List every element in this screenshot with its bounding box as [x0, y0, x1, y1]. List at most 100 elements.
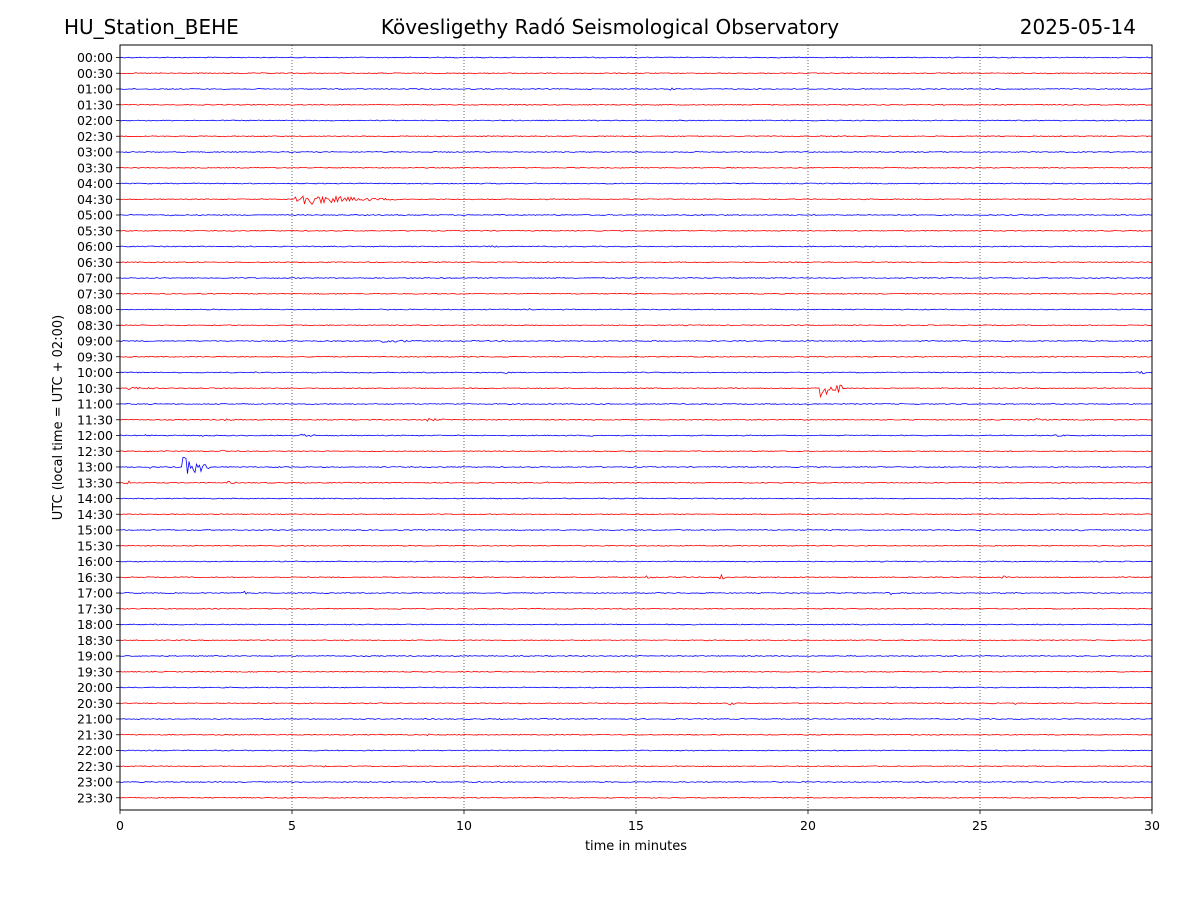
x-tick-label: 10 — [456, 818, 472, 833]
y-tick-label: 21:30 — [77, 727, 113, 742]
y-tick-label: 19:30 — [77, 664, 113, 679]
seismic-trace — [119, 135, 1153, 138]
seismic-trace — [119, 449, 1153, 453]
y-tick-label: 10:00 — [77, 365, 113, 380]
y-tick-label: 08:30 — [77, 318, 113, 333]
seismic-trace — [119, 480, 1153, 485]
seismic-trace — [119, 245, 1153, 248]
y-tick-label: 22:30 — [77, 759, 113, 774]
y-tick-label: 18:00 — [77, 617, 113, 632]
x-tick-label: 25 — [972, 818, 988, 833]
seismic-trace — [119, 72, 1153, 75]
seismic-trace — [119, 686, 1153, 689]
seismic-trace — [119, 229, 1153, 232]
seismic-trace — [119, 670, 1153, 673]
seismic-trace — [119, 384, 1153, 399]
y-tick-label: 02:30 — [77, 129, 113, 144]
y-tick-label: 03:00 — [77, 145, 113, 160]
seismic-trace — [119, 433, 1153, 437]
x-axis-label: time in minutes — [585, 839, 687, 854]
station-name: HU_Station_BEHE — [64, 15, 239, 39]
seismic-trace — [119, 119, 1153, 122]
y-tick-label: 04:00 — [77, 176, 113, 191]
y-tick-label: 09:30 — [77, 349, 113, 364]
y-tick-label: 05:00 — [77, 208, 113, 223]
date-label: 2025-05-14 — [1019, 15, 1136, 39]
seismic-trace — [119, 87, 1153, 91]
y-tick-label: 20:00 — [77, 680, 113, 695]
y-tick-label: 21:00 — [77, 712, 113, 727]
seismic-trace — [119, 718, 1153, 720]
seismic-trace — [119, 56, 1153, 59]
seismic-trace — [119, 456, 1153, 474]
seismic-trace — [119, 339, 1153, 343]
seismic-trace — [119, 573, 1153, 580]
seismic-trace — [119, 324, 1153, 327]
y-tick-label: 10:30 — [77, 381, 113, 396]
seismic-trace — [119, 355, 1153, 358]
seismic-trace — [119, 544, 1153, 547]
y-tick-label: 17:00 — [77, 586, 113, 601]
x-tick-label: 5 — [288, 818, 296, 833]
y-tick-label: 07:00 — [77, 271, 113, 286]
x-tick-label: 0 — [116, 818, 124, 833]
seismic-trace — [119, 213, 1153, 217]
y-tick-label: 06:00 — [77, 239, 113, 254]
y-tick-label: 01:00 — [77, 82, 113, 97]
seismic-trace — [119, 765, 1153, 768]
seismic-trace — [119, 655, 1153, 657]
y-tick-label: 22:00 — [77, 743, 113, 758]
y-tick-label: 13:00 — [77, 460, 113, 475]
y-tick-label: 12:00 — [77, 428, 113, 443]
seismic-traces — [119, 56, 1153, 799]
seismic-trace — [119, 639, 1153, 642]
grid-lines — [291, 45, 981, 810]
y-tick-label: 13:30 — [77, 475, 113, 490]
y-tick-label: 08:00 — [77, 302, 113, 317]
y-tick-label: 07:30 — [77, 286, 113, 301]
seismic-trace — [119, 166, 1153, 169]
seismic-trace — [119, 781, 1153, 783]
y-tick-label: 23:00 — [77, 775, 113, 790]
x-tick-label: 30 — [1144, 818, 1160, 833]
y-tick-label: 01:30 — [77, 97, 113, 112]
seismic-trace — [119, 370, 1153, 375]
seismic-trace — [119, 623, 1153, 626]
seismic-trace — [119, 103, 1153, 106]
seismic-trace — [119, 292, 1153, 295]
y-tick-label: 09:00 — [77, 334, 113, 349]
seismic-trace — [119, 513, 1153, 516]
y-tick-label: 00:30 — [77, 66, 113, 81]
y-tick-label: 15:30 — [77, 538, 113, 553]
y-tick-label: 18:30 — [77, 633, 113, 648]
x-tick-label: 15 — [628, 818, 644, 833]
seismic-trace — [119, 403, 1153, 405]
seismic-trace — [119, 261, 1153, 264]
seismic-trace — [119, 308, 1153, 311]
y-tick-label: 02:00 — [77, 113, 113, 128]
y-tick-label: 14:00 — [77, 491, 113, 506]
y-tick-label: 03:30 — [77, 160, 113, 175]
seismic-trace — [119, 590, 1153, 596]
y-tick-label: 11:00 — [77, 397, 113, 412]
seismic-trace — [119, 607, 1153, 610]
seismic-trace — [119, 702, 1153, 706]
y-tick-label: 12:30 — [77, 444, 113, 459]
y-tick-label: 15:00 — [77, 523, 113, 538]
y-tick-label: 05:30 — [77, 223, 113, 238]
y-tick-label: 20:30 — [77, 696, 113, 711]
y-tick-label: 14:30 — [77, 507, 113, 522]
seismic-trace — [119, 796, 1153, 799]
seismic-trace — [119, 277, 1153, 279]
axes: 00:0000:3001:0001:3002:0002:3003:0003:30… — [51, 44, 1160, 854]
seismic-trace — [119, 497, 1153, 500]
seismic-trace — [119, 560, 1153, 563]
seismic-trace — [119, 195, 1153, 205]
seismic-trace — [119, 733, 1153, 737]
y-tick-label: 23:30 — [77, 790, 113, 805]
seismic-trace — [119, 151, 1153, 153]
y-tick-label: 17:30 — [77, 601, 113, 616]
y-tick-label: 16:30 — [77, 570, 113, 585]
y-axis-label: UTC (local time = UTC + 02:00) — [51, 315, 66, 520]
